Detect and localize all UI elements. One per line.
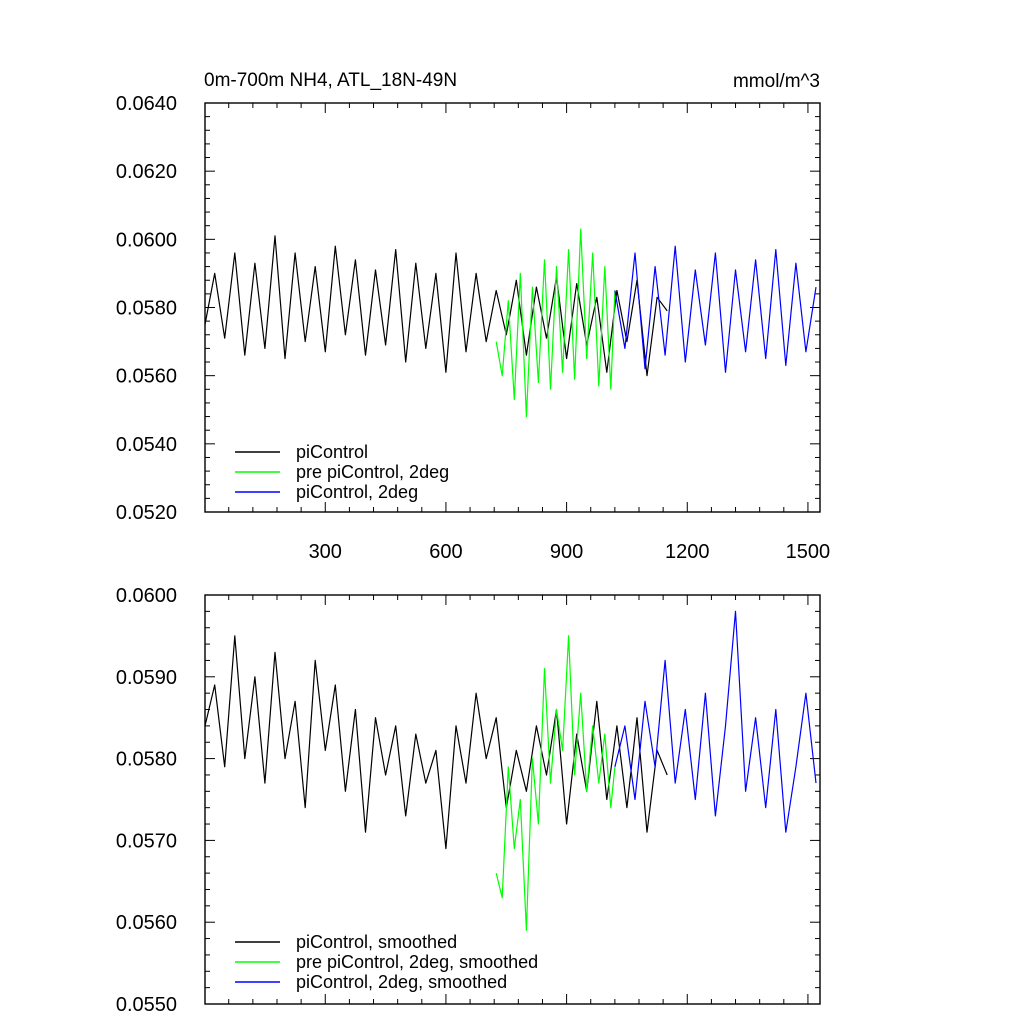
top-x-tick-label: 300 — [309, 541, 342, 563]
top-legend-label-1: piControl — [296, 442, 368, 462]
bottom-legend-label-1: piControl, smoothed — [296, 932, 457, 952]
bottom-plot-frame — [204, 594, 821, 1005]
bottom-y-tick-label: 0.0550 — [116, 994, 177, 1016]
bottom-panel: 0.0550 0.0560 0.0570 0.0580 0.0590 0.0600 piCo… — [116, 585, 821, 1016]
bottom-legend-label-3: piControl, 2deg, smoothed — [296, 972, 507, 992]
top-legend-label-3: piControl, 2deg — [296, 482, 418, 502]
top-panel-title: 0m-700m NH4, ATL_18N-49N — [204, 70, 457, 91]
top-legend-label-2: pre piControl, 2deg — [296, 462, 449, 482]
top-y-tick-label: 0.0540 — [116, 434, 177, 456]
top-panel: 0m-700m NH4, ATL_18N-49N mmol/m^3 0.0520… — [116, 70, 830, 563]
bottom-y-tick-label: 0.0590 — [116, 667, 177, 689]
bottom-y-tick-label: 0.0570 — [116, 830, 177, 852]
top-y-tick-label: 0.0580 — [116, 298, 177, 320]
top-panel-units: mmol/m^3 — [733, 71, 820, 92]
bottom-legend-label-2: pre piControl, 2deg, smoothed — [296, 952, 538, 972]
top-series-line-2 — [495, 228, 616, 418]
top-x-tick-label: 1500 — [786, 541, 831, 563]
bottom-y-tick-label: 0.0580 — [116, 749, 177, 771]
bottom-series-line-3 — [614, 610, 817, 833]
bottom-y-tick-label: 0.0560 — [116, 912, 177, 934]
top-y-tick-label: 0.0520 — [116, 502, 177, 524]
top-y-tick-label: 0.0640 — [116, 93, 177, 115]
top-y-tick-label: 0.0620 — [116, 161, 177, 183]
top-x-tick-label: 1200 — [665, 541, 710, 563]
bottom-series-line-2 — [495, 635, 616, 932]
top-y-tick-label: 0.0600 — [116, 229, 177, 251]
top-series-line-1 — [204, 235, 668, 377]
top-series-line-3 — [614, 245, 817, 373]
top-y-tick-label: 0.0560 — [116, 366, 177, 388]
bottom-series-line-1 — [204, 635, 668, 850]
top-x-tick-label: 600 — [429, 541, 462, 563]
bottom-y-tick-label: 0.0600 — [116, 585, 177, 607]
top-x-tick-label: 900 — [550, 541, 583, 563]
